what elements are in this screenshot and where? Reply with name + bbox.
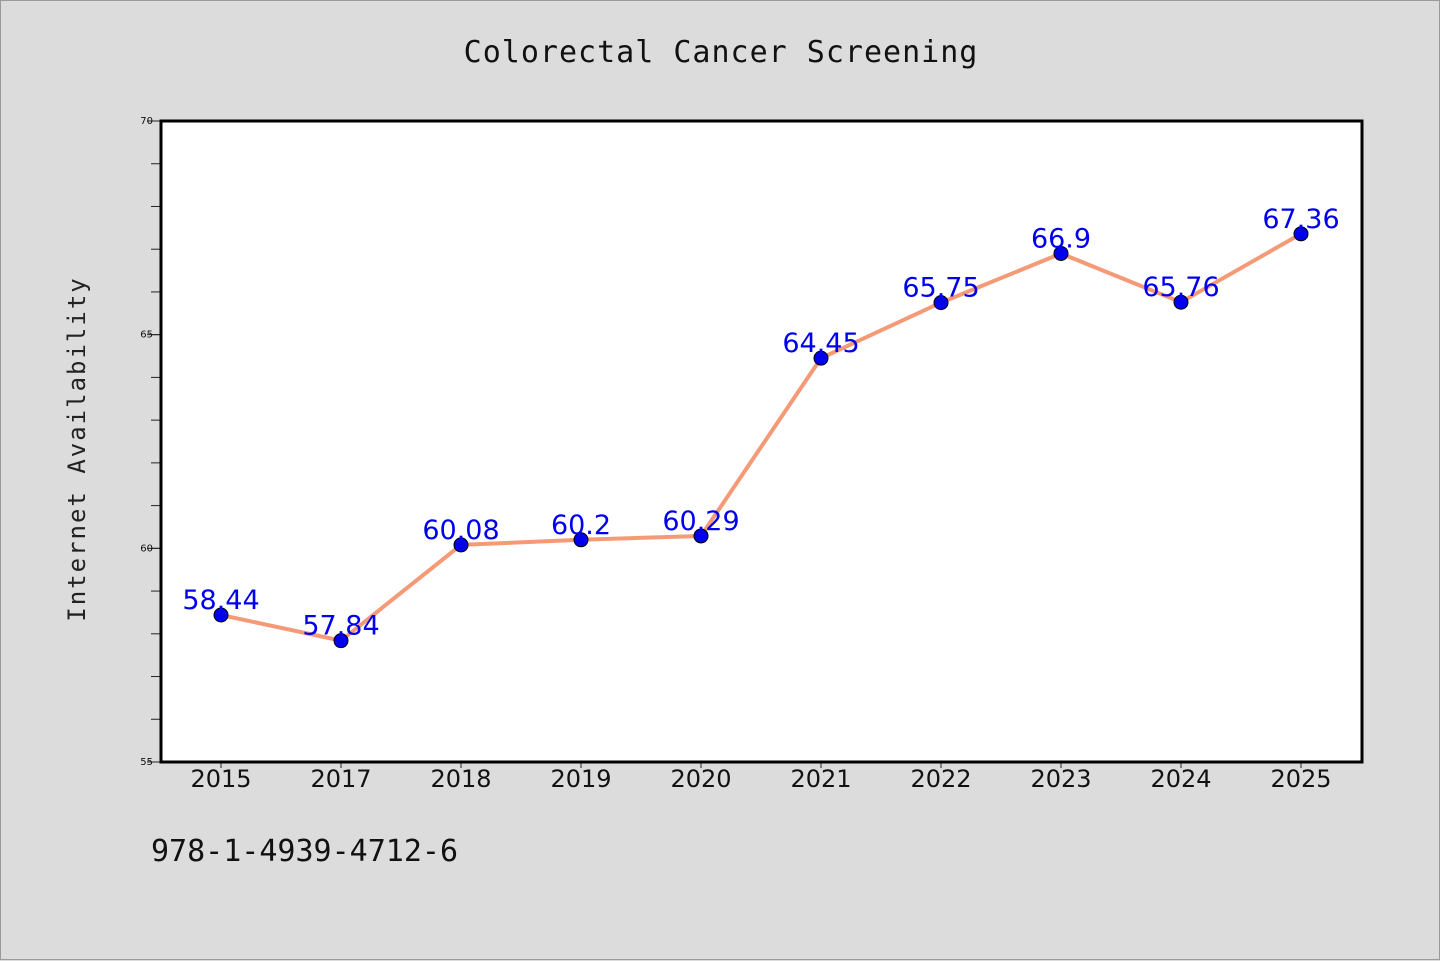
- x-tick-label: 2019: [550, 765, 611, 793]
- x-tick-label: 2018: [430, 765, 491, 793]
- data-point: [333, 633, 349, 649]
- y-tick-label: 70: [140, 116, 153, 127]
- data-point: [693, 528, 709, 544]
- data-label: 60.08: [422, 515, 499, 546]
- data-label: 60.29: [662, 506, 739, 537]
- data-label: 60.2: [551, 510, 611, 541]
- y-tick-label: 60: [140, 543, 153, 554]
- x-tick-label: 2015: [190, 765, 251, 793]
- x-tick-label: 2024: [1150, 765, 1211, 793]
- data-label: 65.76: [1142, 272, 1219, 303]
- footnote-isbn: 978-1-4939-4712-6: [151, 834, 459, 869]
- data-label: 64.45: [782, 328, 859, 359]
- plot-background: [161, 121, 1362, 762]
- x-tick-label: 2020: [670, 765, 731, 793]
- data-point: [813, 350, 829, 366]
- data-point: [1293, 226, 1309, 242]
- x-tick-label: 2017: [310, 765, 371, 793]
- plot-frame: [159, 119, 1364, 764]
- x-tick-label: 2025: [1270, 765, 1331, 793]
- data-point: [213, 607, 229, 623]
- series-line: [219, 231, 1303, 643]
- data-point: [573, 532, 589, 548]
- x-tick-label: 2022: [910, 765, 971, 793]
- data-point: [1173, 294, 1189, 310]
- data-label: 67.36: [1262, 204, 1339, 235]
- x-tick-label: 2021: [790, 765, 851, 793]
- data-point: [1053, 245, 1069, 261]
- data-point: [933, 295, 949, 311]
- data-label: 58.44: [182, 585, 259, 616]
- data-point: [453, 537, 469, 553]
- chart-title: Colorectal Cancer Screening: [463, 35, 979, 70]
- data-label: 66.9: [1031, 223, 1091, 254]
- data-label: 65.75: [902, 273, 979, 304]
- data-label: 57.84: [302, 611, 379, 642]
- x-tick-label: 2023: [1030, 765, 1091, 793]
- y-tick-label: 65: [140, 330, 153, 341]
- y-tick-label: 55: [140, 757, 153, 768]
